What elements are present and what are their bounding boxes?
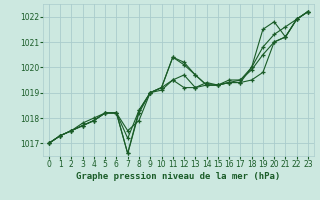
X-axis label: Graphe pression niveau de la mer (hPa): Graphe pression niveau de la mer (hPa): [76, 172, 281, 181]
